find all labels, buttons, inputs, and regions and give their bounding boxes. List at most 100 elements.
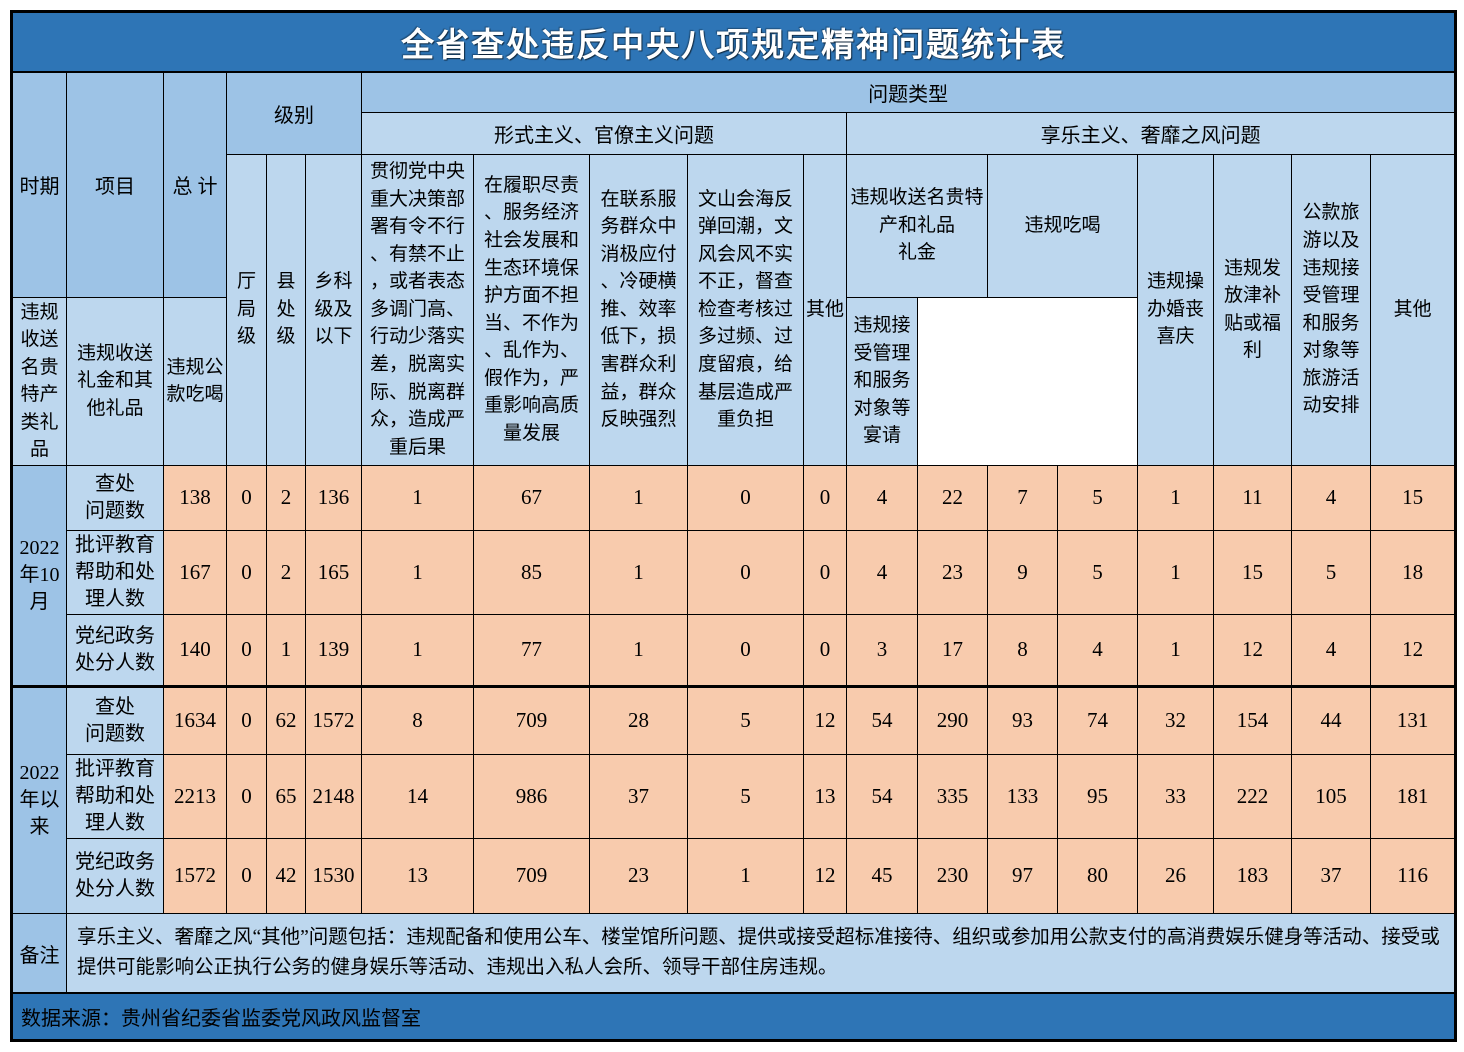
data-cell: 140 [163,613,227,687]
data-cell: 14 [361,753,474,839]
data-cell: 5 [1291,529,1371,615]
data-cell: 12 [803,837,847,914]
data-cell: 138 [163,464,227,531]
data-cell: 18 [1369,529,1457,615]
data-cell: 26 [1137,837,1214,914]
data-cell: 1572 [305,684,362,755]
data-cell: 74 [1057,684,1138,755]
group-header-level: 级别 [226,71,362,155]
data-cell: 97 [987,837,1058,914]
period-label: 2022 年10 月 [11,464,67,687]
data-cell: 1 [361,464,474,531]
data-cell: 80 [1057,837,1138,914]
row-label: 批评教育 帮助和处 理人数 [66,753,164,839]
col-header-formalism-2: 在履职尽责、服务经济社会发展和生态环境保护方面不担当、不作为、乱作为、假作为，严… [473,153,590,466]
data-cell: 11 [1213,464,1292,531]
statistics-table: 全省查处违反中央八项规定精神问题统计表 时期 项目 总 计 级别 问题类型 形式… [10,10,1458,1042]
col-header-level-xian: 县 处 级 [266,153,306,466]
data-cell: 9 [987,529,1058,615]
data-cell: 0 [226,684,267,755]
data-cell: 77 [473,613,590,687]
data-cell: 1 [1137,613,1214,687]
data-cell: 116 [1369,837,1457,914]
data-cell: 4 [846,464,918,531]
col-header-formalism-3: 在联系服务群众中消极应付、冷硬横推、效率低下，损害群众利益，群众反映强烈 [589,153,688,466]
data-cell: 0 [803,464,847,531]
row-label: 查处 问题数 [66,684,164,755]
data-cell: 12 [1213,613,1292,687]
data-cell: 183 [1213,837,1292,914]
data-cell: 2148 [305,753,362,839]
data-cell: 13 [361,837,474,914]
data-cell: 290 [917,684,988,755]
group-header-dining: 违规吃喝 [987,153,1138,298]
data-cell: 67 [473,464,590,531]
data-cell: 54 [846,684,918,755]
data-cell: 45 [846,837,918,914]
data-cell: 1 [687,837,804,914]
row-label: 党纪政务 处分人数 [66,837,164,914]
data-cell: 0 [226,529,267,615]
data-cell: 4 [1291,613,1371,687]
data-cell: 230 [917,837,988,914]
data-cell: 65 [266,753,306,839]
data-cell: 1 [589,529,688,615]
data-cell: 93 [987,684,1058,755]
data-cell: 222 [1213,753,1292,839]
data-cell: 131 [1369,684,1457,755]
page-title: 全省查处违反中央八项规定精神问题统计表 [10,11,1457,73]
table-row: 党纪政务 处分人数 1572 0 42 1530 13 709 23 1 12 45 230 97 80… [12,837,1457,914]
data-cell: 1634 [163,684,227,755]
data-cell: 1 [1137,464,1214,531]
group-header-formalism: 形式主义、官僚主义问题 [361,111,847,155]
data-cell: 2 [266,464,306,531]
col-header-formalism-1: 贯彻党中央重大决策部署有令不行、有禁不止，或者表态多调门高、行动少落实差，脱离实… [361,153,474,466]
table-row: 2022 年10 月 查处 问题数 138 0 2 136 1 67 1 0 0 4 22 7 5 1 11… [11,464,1457,687]
data-cell: 0 [803,529,847,615]
data-cell: 5 [1057,464,1138,531]
data-cell: 709 [473,684,590,755]
col-header-gifts-cash: 违规收送礼金和其他礼品 [66,296,164,466]
data-cell: 62 [266,684,306,755]
data-cell: 139 [305,613,362,687]
data-cell: 167 [163,529,227,615]
col-header-weddings-funerals: 违规操办婚丧喜庆 [1137,153,1214,466]
data-cell: 0 [687,613,804,687]
note-text: 享乐主义、奢靡之风“其他”问题包括：违规配备和使用公车、楼堂馆所问题、提供或接受… [65,912,1457,994]
data-cell: 133 [987,753,1058,839]
row-label: 查处 问题数 [66,464,164,531]
data-cell: 23 [917,529,988,615]
table-row: 批评教育 帮助和处 理人数 2213 0 65 2148 14 986 37 5 13 54 335… [12,753,1457,839]
col-header-gifts-specialty: 违规收送名贵特产类礼品 [11,296,67,466]
col-header-level-xiang: 乡科 级及 以下 [305,153,362,466]
data-cell: 37 [1291,837,1371,914]
data-cell: 181 [1369,753,1457,839]
data-cell: 85 [473,529,590,615]
data-cell: 5 [687,684,804,755]
data-cell: 0 [226,613,267,687]
col-header-total: 总 计 [163,71,227,298]
period-label: 2022 年以 来 [11,684,67,914]
data-cell: 0 [226,753,267,839]
data-cell: 986 [473,753,590,839]
data-cell: 0 [687,529,804,615]
data-cell: 37 [589,753,688,839]
data-cell: 0 [687,464,804,531]
data-cell: 4 [846,529,918,615]
data-cell: 1530 [305,837,362,914]
data-cell: 165 [305,529,362,615]
data-cell: 1 [589,464,688,531]
data-cell: 23 [589,837,688,914]
data-cell: 15 [1369,464,1457,531]
row-label: 批评教育 帮助和处 理人数 [66,529,164,615]
data-cell: 13 [803,753,847,839]
data-cell: 1 [589,613,688,687]
group-header-hedonism: 享乐主义、奢靡之风问题 [845,111,1457,155]
data-cell: 1 [361,529,474,615]
data-cell: 54 [846,753,918,839]
data-cell: 0 [226,464,267,531]
data-source: 数据来源：贵州省纪委省监委党风政风监督室 [10,992,1457,1041]
col-header-period: 时期 [11,71,67,298]
data-cell: 105 [1291,753,1371,839]
